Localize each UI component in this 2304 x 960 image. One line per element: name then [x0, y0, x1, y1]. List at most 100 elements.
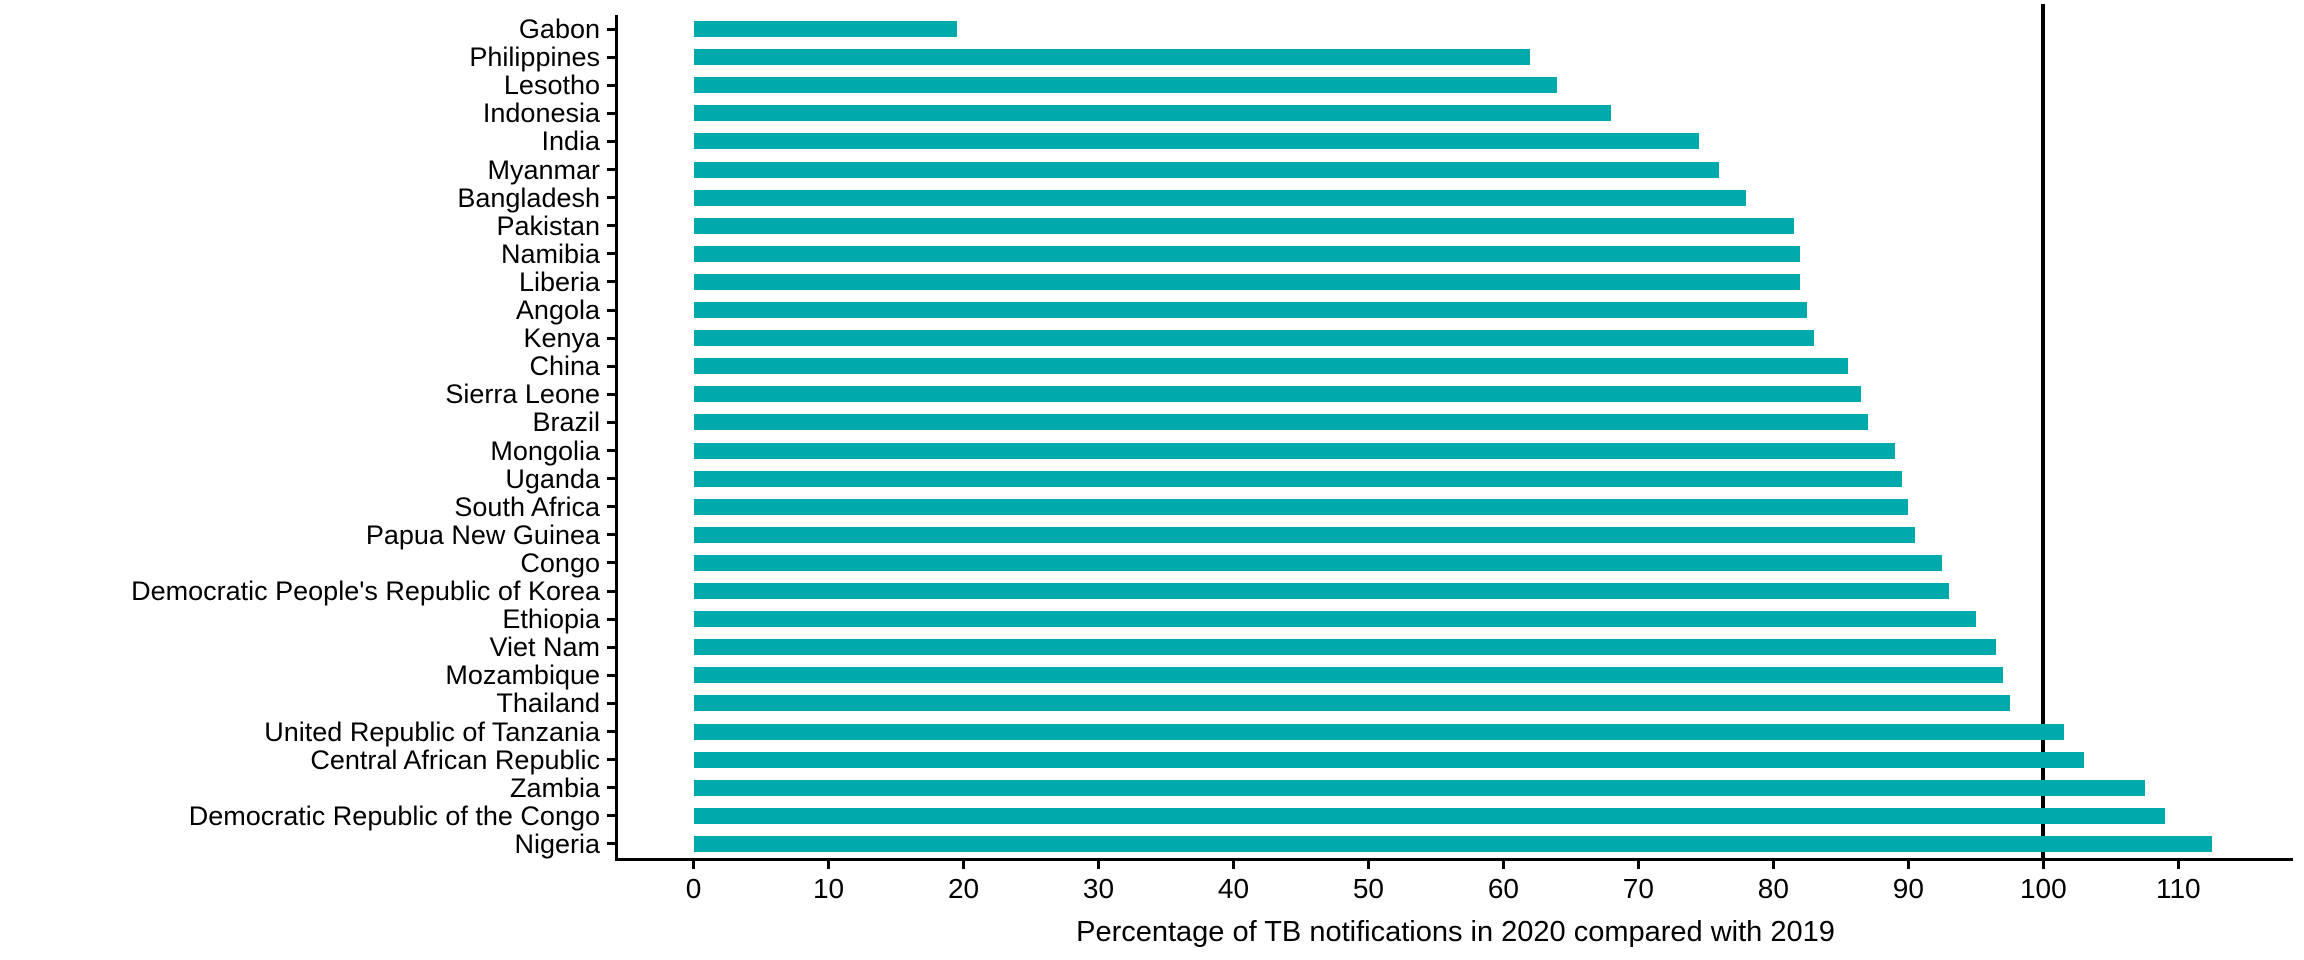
y-axis-tick [607, 645, 618, 649]
y-axis-label: Bangladesh [457, 182, 600, 213]
y-axis-tick [607, 561, 618, 565]
y-axis-label: Thailand [496, 688, 600, 719]
y-axis-tick [607, 758, 618, 762]
x-axis-tick [2176, 858, 2180, 869]
y-axis-label: Democratic People's Republic of Korea [131, 576, 600, 606]
y-axis-tick [607, 392, 618, 396]
bar [693, 639, 1997, 656]
y-axis-label: Kenya [523, 323, 600, 354]
y-axis-tick [607, 505, 618, 509]
bar [693, 723, 2064, 740]
y-axis-label: Sierra Leone [445, 379, 600, 410]
bar [693, 302, 1808, 319]
bar [693, 695, 2010, 712]
y-axis-tick [607, 336, 618, 340]
y-axis-tick [607, 589, 618, 593]
y-axis-tick [607, 224, 618, 228]
y-axis-tick [607, 252, 618, 256]
bar [693, 835, 2212, 852]
bar [693, 358, 1848, 375]
bar [693, 77, 1558, 94]
bar [693, 189, 1747, 206]
bar [693, 133, 1700, 150]
y-axis-tick [607, 139, 618, 143]
y-axis-label: Namibia [500, 238, 600, 269]
y-axis-labels: Gabon Philippines Lesotho Indonesia India Mya… [0, 15, 600, 858]
y-axis-label: Pakistan [496, 210, 600, 241]
y-axis-label: China [529, 351, 600, 382]
y-axis-tick [607, 168, 618, 172]
y-axis-tick [607, 617, 618, 621]
x-axis-tick [1906, 858, 1910, 869]
y-axis-label: Philippines [469, 42, 600, 73]
y-axis-label: Myanmar [487, 154, 600, 185]
y-axis-tick [607, 673, 618, 677]
x-axis-tick [1231, 858, 1235, 869]
bar [693, 611, 1976, 628]
y-axis-label: Mozambique [445, 660, 600, 691]
y-axis-tick [607, 477, 618, 481]
y-axis-label: Papua New Guinea [365, 519, 600, 550]
bar [693, 330, 1814, 347]
y-axis-label: Nigeria [514, 828, 600, 859]
x-axis-tick-label: 0 [685, 873, 702, 904]
bar [693, 442, 1895, 459]
x-axis-tick [1771, 858, 1775, 869]
x-axis-tick-label: 90 [1892, 873, 1924, 904]
y-axis-label: Uganda [505, 463, 600, 494]
y-axis-label: Lesotho [503, 70, 600, 101]
reference-line-100 [2041, 4, 2046, 858]
bar [693, 470, 1902, 487]
y-axis-tick [607, 27, 618, 31]
bar [693, 217, 1794, 234]
y-axis-label: Central African Republic [310, 744, 600, 775]
y-axis-label: South Africa [454, 491, 600, 522]
x-axis-tick-label: 20 [947, 873, 980, 904]
y-axis-label: Liberia [518, 266, 600, 297]
bar [693, 161, 1720, 178]
y-axis-tick [607, 701, 618, 705]
y-axis-label: Congo [520, 547, 600, 578]
x-axis-tick [962, 858, 966, 869]
x-axis-tick [692, 858, 696, 869]
y-axis-tick [607, 420, 618, 424]
x-axis-tick-label: 50 [1352, 873, 1385, 904]
x-axis-tick [827, 858, 831, 869]
bar [693, 498, 1909, 515]
x-axis-tick-label: 80 [1757, 873, 1789, 904]
x-axis-title: Percentage of TB notifications in 2020 c… [1076, 916, 1835, 948]
x-axis-tick-label: 110 [2155, 873, 2201, 904]
y-axis-tick [607, 786, 618, 790]
plot-panel: 0 10 20 30 40 50 60 70 80 90 100 110 [607, 4, 2293, 904]
bar [693, 414, 1868, 431]
y-axis-tick [607, 842, 618, 846]
y-axis-tick [607, 364, 618, 368]
y-axis-tick [607, 730, 618, 734]
x-axis-tick [2041, 858, 2045, 869]
y-axis-tick [607, 449, 618, 453]
y-axis-tick [607, 533, 618, 537]
x-axis-tick [1636, 858, 1640, 869]
y-axis-tick [607, 83, 618, 87]
bar [693, 273, 1801, 290]
bar [693, 386, 1862, 403]
y-axis-label: Gabon [518, 14, 600, 44]
y-axis-label: Brazil [532, 407, 600, 438]
y-axis-tick [607, 308, 618, 312]
x-axis-tick-label: 100 [2019, 873, 2067, 904]
bar [693, 49, 1531, 66]
bar [693, 779, 2145, 796]
x-axis-tick-label: 30 [1082, 873, 1115, 904]
y-axis-label: Zambia [509, 772, 600, 803]
y-axis-label: Ethiopia [502, 604, 600, 635]
y-axis-label: Indonesia [482, 98, 600, 129]
y-axis-label: India [541, 126, 600, 157]
bar [693, 667, 2003, 684]
y-axis-label: Mongolia [490, 435, 600, 466]
y-axis-label: Democratic Republic of the Congo [188, 800, 600, 831]
x-axis-tick [1366, 858, 1370, 869]
bar [693, 807, 2165, 824]
y-axis-label: Angola [515, 295, 600, 325]
x-axis-tick-label: 40 [1217, 873, 1250, 904]
